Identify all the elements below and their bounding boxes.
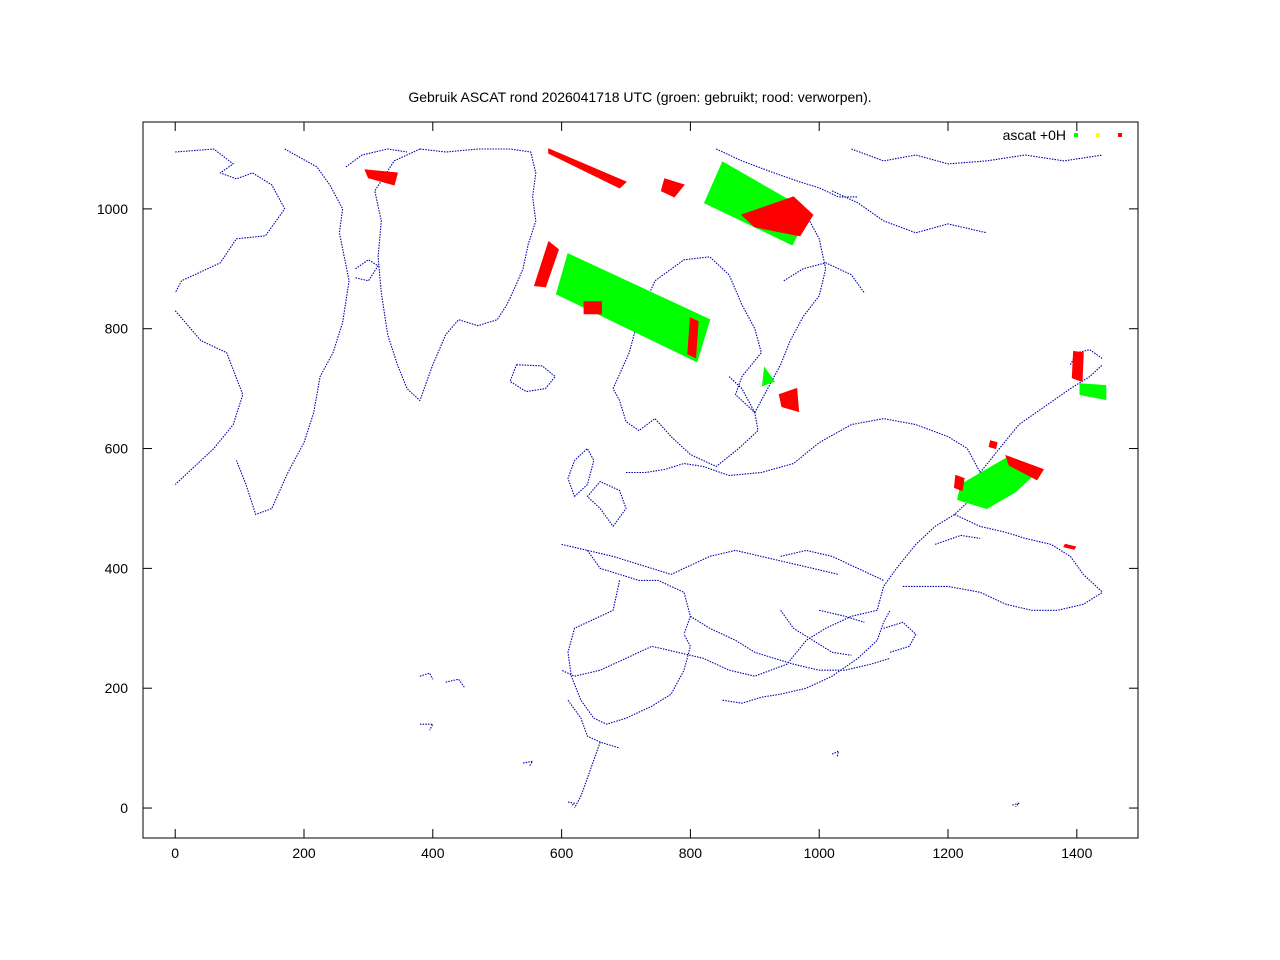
rejected-observations-8 (1071, 350, 1084, 383)
coastline-36 (831, 750, 840, 758)
coastline-15 (979, 364, 1103, 473)
rejected-observations-4 (740, 196, 814, 237)
y-tick-label-1000: 1000 (97, 201, 128, 217)
used-observations-4 (761, 366, 775, 387)
coastline-34 (522, 760, 534, 767)
y-tick-label-0: 0 (120, 800, 128, 816)
rejected-observations-7 (1005, 454, 1045, 481)
legend-label: ascat +0H (1003, 127, 1066, 143)
coastline-25 (780, 609, 852, 656)
y-tick-label-600: 600 (105, 441, 129, 457)
legend: ascat +0H (1003, 127, 1122, 143)
coastline-9 (783, 262, 865, 294)
coastline-30 (883, 621, 917, 653)
x-tick-label-1000: 1000 (804, 845, 835, 861)
legend-marker-0 (1074, 133, 1078, 137)
coastline-29 (722, 610, 891, 704)
x-tick-label-800: 800 (679, 845, 703, 861)
coastline-21 (561, 543, 839, 575)
coastline-17 (902, 585, 1103, 611)
rejected-observations-12 (583, 301, 602, 315)
coastline-16 (954, 514, 1103, 593)
coastline-12 (831, 190, 987, 234)
legend-markers (1074, 133, 1122, 137)
plot-frame (142, 121, 1139, 839)
coastline-3 (345, 148, 408, 168)
legend-marker-2 (1118, 133, 1122, 137)
coastline-22 (586, 550, 691, 635)
coastline-33 (419, 723, 434, 731)
rejected-observations-9 (778, 387, 800, 413)
coastline-7 (612, 256, 762, 468)
coastline-2 (235, 148, 350, 516)
coastline-20 (567, 447, 595, 497)
rejected-observations-0 (548, 148, 627, 189)
used-observations-0 (555, 253, 711, 363)
coastline-4 (355, 259, 379, 282)
x-tick-label-0: 0 (171, 845, 179, 861)
coastline-0 (174, 148, 286, 294)
y-tick-label-400: 400 (105, 560, 129, 576)
coastline-32 (445, 678, 466, 689)
legend-marker-1 (1096, 133, 1100, 137)
coastline-19 (586, 480, 627, 527)
rejected-observations-5 (660, 178, 685, 198)
rejected-observations-2 (533, 240, 559, 288)
coastline-35 (567, 801, 576, 807)
coastline-11 (851, 148, 1103, 165)
x-tick-label-400: 400 (421, 845, 445, 861)
y-tick-label-200: 200 (105, 680, 129, 696)
coastline-14 (626, 418, 981, 611)
coastline-28 (574, 741, 601, 809)
coastline-38 (780, 549, 884, 581)
rejected-observations-10 (988, 440, 998, 450)
x-tick-label-1400: 1400 (1061, 845, 1092, 861)
chart-title: Gebruik ASCAT rond 2026041718 UTC (groen… (408, 89, 871, 105)
coastline-31 (419, 672, 434, 680)
used-observations-3 (1079, 383, 1107, 401)
x-tick-label-200: 200 (292, 845, 316, 861)
rejected-observations-1 (364, 169, 399, 186)
rejected-observations-3 (687, 317, 699, 359)
x-tick-label-1200: 1200 (932, 845, 963, 861)
coastline-6 (509, 364, 556, 393)
coastline-27 (567, 699, 620, 749)
coastline-5 (374, 148, 537, 402)
y-tick-label-800: 800 (105, 321, 129, 337)
axes-ticks: 0 200 400 600 800 1000 1200 1400 0 200 400 600 800 10… (97, 122, 1138, 861)
coastline-37 (1012, 802, 1020, 808)
coastline-26 (819, 609, 865, 623)
coastline-1 (174, 310, 244, 485)
rejected-observations-11 (1063, 543, 1077, 550)
coastline-13 (728, 376, 756, 413)
coastline-40 (934, 534, 981, 545)
rejected-observations-6 (953, 474, 965, 492)
map-data-layer (174, 148, 1107, 809)
coastline-18 (561, 609, 878, 677)
coastline-8 (754, 205, 827, 413)
coastline-23 (567, 580, 691, 725)
x-tick-label-600: 600 (550, 845, 574, 861)
coastline-10 (715, 148, 858, 198)
